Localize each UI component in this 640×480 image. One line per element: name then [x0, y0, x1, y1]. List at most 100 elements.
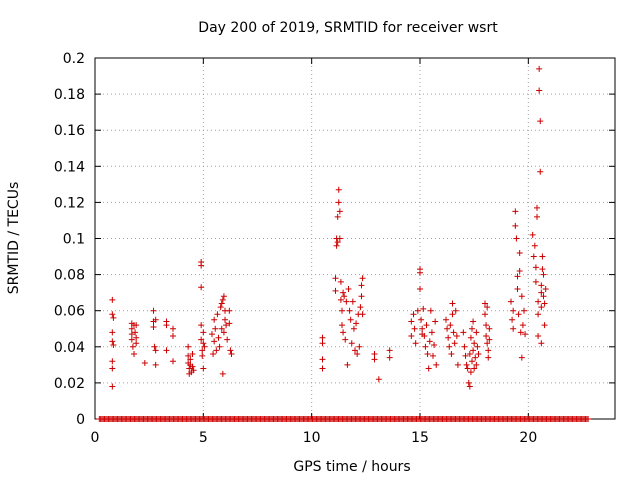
data-point: [216, 343, 223, 350]
data-point: [386, 354, 393, 361]
data-points: [96, 65, 592, 422]
data-point: [408, 318, 415, 325]
data-point: [371, 351, 378, 358]
data-point: [516, 249, 523, 256]
data-point: [410, 311, 417, 318]
data-point: [131, 351, 137, 358]
data-point: [518, 354, 525, 361]
data-point: [483, 332, 490, 339]
data-point: [211, 316, 218, 323]
y-tick-label: 0.14: [54, 159, 85, 175]
data-point: [109, 358, 116, 365]
data-point: [421, 332, 428, 339]
data-point: [450, 329, 457, 336]
data-point: [535, 332, 542, 339]
data-point: [509, 316, 516, 323]
data-point: [386, 347, 393, 354]
data-point: [198, 336, 205, 343]
data-point: [129, 343, 136, 350]
data-point: [332, 275, 339, 282]
data-point: [453, 332, 460, 339]
data-point: [319, 356, 326, 363]
data-point: [470, 347, 477, 354]
y-tick-label: 0.06: [54, 304, 85, 320]
data-point: [332, 287, 339, 294]
data-point: [358, 293, 365, 300]
data-point: [213, 347, 220, 354]
data-point: [475, 351, 482, 358]
data-point: [200, 365, 207, 372]
data-point: [339, 307, 345, 314]
data-point: [333, 242, 340, 249]
data-point: [109, 311, 116, 318]
data-point: [461, 343, 468, 350]
data-point: [319, 334, 326, 341]
data-point: [359, 275, 366, 282]
data-point: [448, 351, 455, 358]
data-point: [414, 307, 421, 314]
data-point: [534, 213, 540, 220]
data-point: [522, 331, 529, 338]
data-point: [486, 325, 493, 332]
data-point: [190, 367, 197, 374]
data-point: [514, 286, 521, 293]
data-point: [417, 269, 423, 276]
data-point: [170, 332, 176, 339]
y-tick-label: 0.08: [54, 268, 85, 284]
data-point: [532, 278, 539, 285]
data-point: [541, 322, 548, 329]
data-point: [466, 351, 473, 358]
data-point: [517, 329, 524, 336]
data-point: [539, 266, 546, 273]
data-point: [220, 329, 227, 336]
data-point: [133, 340, 140, 347]
data-point: [375, 376, 382, 383]
x-tick-label: 20: [519, 430, 537, 446]
data-point: [141, 360, 148, 367]
grid: [95, 58, 615, 419]
data-point: [198, 262, 205, 269]
data-point: [424, 351, 431, 358]
data-point: [133, 322, 140, 329]
data-point: [224, 336, 231, 343]
data-point: [585, 416, 592, 422]
data-point: [464, 365, 471, 372]
data-point: [420, 305, 427, 312]
y-tick-label: 0.2: [63, 51, 85, 67]
data-point: [447, 322, 454, 329]
data-point: [214, 311, 221, 318]
data-point: [132, 329, 139, 336]
data-point: [210, 351, 217, 358]
data-point: [466, 383, 473, 390]
data-point: [411, 325, 418, 332]
data-point: [222, 316, 228, 323]
y-tick-label: 0.04: [54, 340, 85, 356]
data-point: [110, 341, 117, 348]
data-point: [356, 343, 363, 350]
data-point: [540, 271, 547, 278]
data-point: [485, 347, 492, 354]
chart-title: Day 200 of 2019, SRMTID for receiver wsr…: [198, 20, 498, 36]
data-point: [538, 282, 545, 289]
data-point: [212, 325, 219, 332]
data-point: [471, 340, 478, 347]
data-point: [152, 316, 159, 323]
data-point: [344, 361, 351, 368]
data-point: [467, 334, 474, 341]
data-point: [537, 118, 544, 125]
data-point: [359, 311, 366, 318]
data-point: [521, 307, 527, 314]
data-point: [532, 264, 539, 271]
data-point: [472, 354, 479, 361]
data-point: [223, 322, 230, 329]
data-point: [467, 369, 474, 376]
data-point: [152, 347, 159, 354]
data-point: [357, 304, 364, 311]
data-point: [452, 307, 459, 314]
data-point: [431, 341, 438, 348]
data-point: [163, 322, 170, 329]
data-point: [347, 316, 354, 323]
data-point: [349, 298, 356, 305]
data-point: [485, 354, 492, 361]
